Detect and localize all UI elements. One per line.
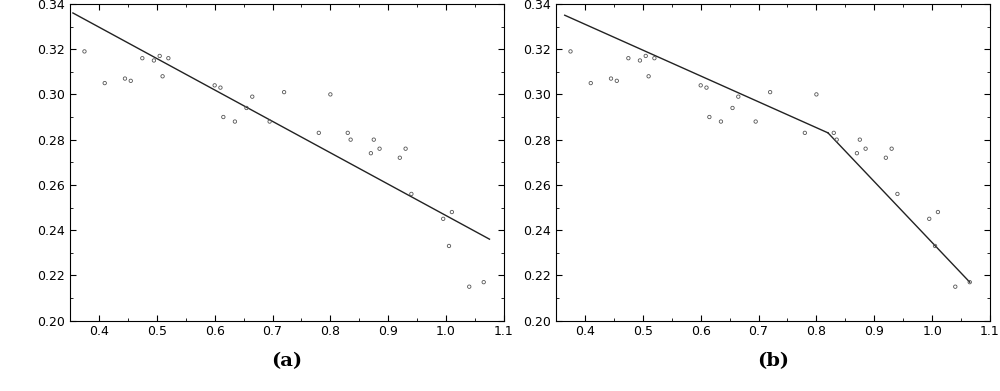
Point (372, 145, 388, 152)
Point (583, 80, 599, 86)
Point (363, 150, 379, 156)
Point (884, 145, 900, 152)
Point (276, 89, 292, 95)
Point (461, 283, 477, 290)
Point (762, 89, 778, 95)
Point (238, 105, 254, 111)
Point (227, 118, 243, 125)
Point (826, 130, 842, 136)
Point (76, 48, 92, 55)
Point (889, 191, 905, 197)
Point (441, 243, 457, 249)
Point (797, 130, 813, 136)
X-axis label: (b): (b) (757, 352, 789, 370)
X-axis label: (a): (a) (271, 352, 303, 370)
Point (97, 80, 113, 86)
Point (117, 75, 133, 82)
Point (829, 136, 845, 143)
Point (947, 283, 963, 290)
Point (921, 216, 937, 222)
Point (444, 209, 460, 215)
Point (852, 136, 868, 143)
Point (343, 136, 359, 143)
Point (693, 82, 709, 88)
Point (858, 145, 874, 152)
Point (403, 191, 419, 197)
Point (134, 55, 150, 61)
Point (152, 53, 168, 59)
Point (962, 279, 978, 285)
Point (646, 55, 662, 61)
Point (398, 145, 414, 152)
Point (155, 73, 171, 79)
Point (641, 73, 657, 79)
Point (262, 118, 278, 125)
Point (160, 55, 176, 61)
Point (146, 57, 162, 64)
Point (698, 84, 714, 91)
Point (730, 93, 746, 100)
Point (638, 53, 654, 59)
Point (748, 118, 764, 125)
Point (476, 279, 492, 285)
Point (244, 93, 260, 100)
Point (563, 48, 579, 55)
Point (207, 82, 223, 88)
Point (849, 150, 865, 156)
Point (311, 130, 327, 136)
Point (340, 130, 356, 136)
Point (713, 118, 729, 125)
Point (808, 91, 824, 97)
Point (322, 91, 338, 97)
Point (701, 114, 717, 120)
Point (620, 55, 636, 61)
Point (603, 75, 619, 82)
Point (930, 209, 946, 215)
Point (123, 78, 139, 84)
Point (725, 105, 741, 111)
Point (212, 84, 228, 91)
Point (366, 136, 382, 143)
Point (215, 114, 231, 120)
Point (632, 57, 648, 64)
Point (878, 154, 894, 161)
Point (435, 216, 451, 222)
Point (927, 243, 943, 249)
Point (392, 154, 408, 161)
Point (609, 78, 625, 84)
